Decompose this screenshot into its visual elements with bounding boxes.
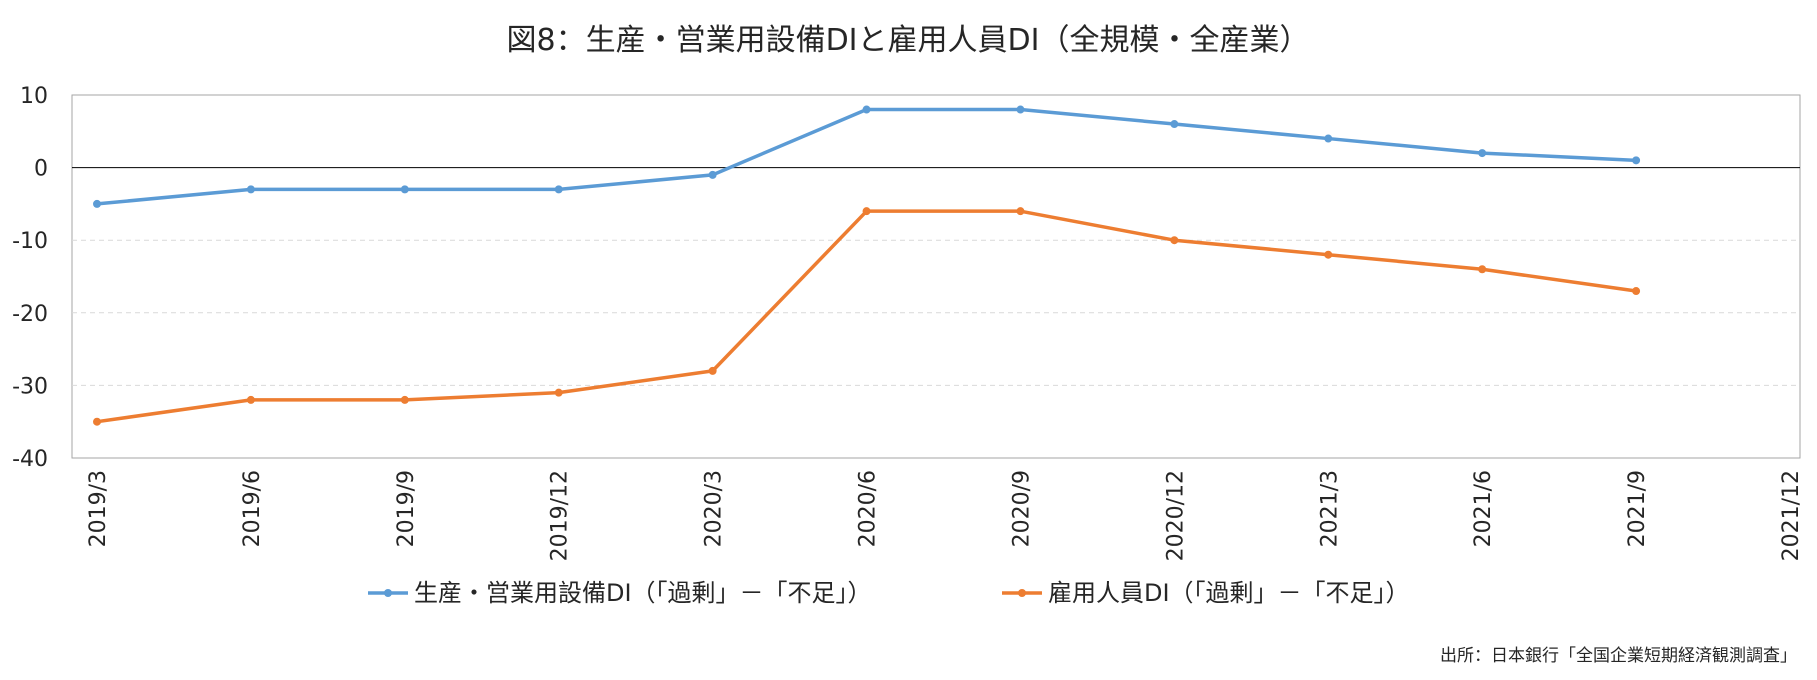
data-point (400, 185, 409, 194)
data-point (1478, 265, 1487, 274)
chart-title: 図8：生産・営業用設備DIと雇用人員DI（全規模・全産業） (507, 23, 1310, 58)
data-point (1478, 149, 1487, 158)
data-point (708, 170, 717, 179)
legend-marker-equipment (384, 589, 392, 597)
x-tick-label: 2021/6 (1471, 470, 1496, 547)
series-line (96, 209, 1637, 424)
x-tick-label: 2020/9 (1009, 470, 1034, 547)
data-point (1324, 250, 1333, 259)
data-point (400, 395, 409, 404)
y-tick-label: -10 (12, 229, 48, 254)
x-tick-label: 2021/12 (1779, 470, 1804, 561)
legend-marker-employment (1018, 589, 1026, 597)
x-tick-label: 2019/9 (394, 470, 419, 547)
legend: 生産・営業用設備DI（「過剰」－「不足」） 雇用人員DI（「過剰」－「不足」） (368, 579, 1410, 607)
series-1 (93, 207, 1641, 426)
series-lines (93, 105, 1641, 426)
plot-border (71, 94, 1801, 459)
x-tick-label: 2020/12 (1163, 470, 1188, 561)
x-tick-label: 2020/3 (702, 470, 727, 547)
x-tick-label: 2020/6 (856, 470, 881, 547)
y-tick-label: 0 (34, 157, 48, 182)
y-axis-ticks: 10 0 -10 -20 -30 -40 (12, 84, 48, 472)
x-tick-label: 2021/9 (1625, 470, 1650, 547)
x-tick-label: 2019/12 (548, 470, 573, 561)
legend-item-employment: 雇用人員DI（「過剰」－「不足」） (1002, 579, 1410, 607)
source-note: 出所：日本銀行「全国企業短期経済観測調査」 (1440, 646, 1797, 666)
data-point (1016, 207, 1025, 216)
data-point (246, 395, 255, 404)
data-point (1016, 105, 1025, 114)
data-point (1632, 156, 1641, 165)
data-point (554, 388, 563, 397)
data-point (862, 105, 871, 114)
data-point (246, 185, 255, 194)
data-point (93, 417, 101, 426)
series-line (96, 107, 1637, 206)
series-0 (93, 105, 1641, 208)
x-tick-label: 2019/6 (240, 470, 265, 547)
data-point (708, 366, 717, 375)
x-tick-label: 2021/3 (1317, 470, 1342, 547)
data-point (862, 207, 871, 216)
x-tick-label: 2019/3 (86, 470, 111, 547)
y-tick-label: 10 (20, 84, 48, 109)
y-tick-label: -40 (12, 447, 48, 472)
y-tick-label: -30 (12, 374, 48, 399)
legend-item-equipment: 生産・営業用設備DI（「過剰」－「不足」） (368, 579, 872, 607)
plot-area: 10 0 -10 -20 -30 -40 2019/3 2019/6 2019/9 2019/1… (12, 84, 1804, 561)
data-point (1170, 120, 1179, 129)
legend-label-equipment: 生産・営業用設備DI（「過剰」－「不足」） (414, 579, 872, 607)
data-point (1324, 134, 1333, 143)
y-tick-label: -20 (12, 302, 48, 327)
gridlines (72, 167, 1800, 386)
data-point (93, 199, 101, 208)
data-point (1170, 236, 1179, 245)
data-point (554, 185, 563, 194)
x-axis-ticks: 2019/3 2019/6 2019/9 2019/12 2020/3 2020/6 202… (86, 470, 1804, 561)
data-point (1632, 287, 1641, 296)
legend-label-employment: 雇用人員DI（「過剰」－「不足」） (1048, 579, 1410, 607)
